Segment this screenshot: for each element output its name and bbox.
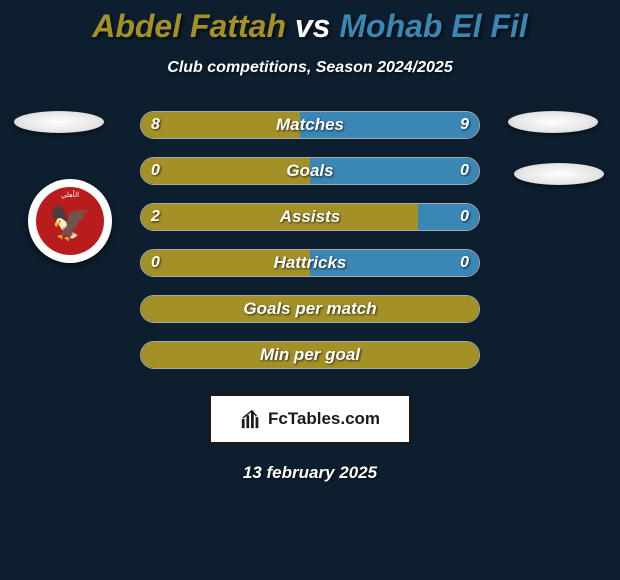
subtitle: Club competitions, Season 2024/2025 (0, 59, 620, 77)
stat-row: 00Hattricks (140, 249, 480, 277)
eagle-icon: 🦅 (49, 203, 91, 243)
stat-row: Goals per match (140, 295, 480, 323)
club-logo-left: الأهلي 🦅 (28, 179, 112, 263)
stat-row: Min per goal (140, 341, 480, 369)
stat-row: 00Goals (140, 157, 480, 185)
title: Abdel Fattah vs Mohab El Fil (0, 8, 620, 45)
stat-row: 89Matches (140, 111, 480, 139)
chart-icon (240, 408, 262, 430)
date-text: 13 february 2025 (0, 463, 620, 483)
stat-row: 20Assists (140, 203, 480, 231)
stat-label: Goals (141, 158, 479, 184)
club-logo-placeholder-right (514, 163, 604, 185)
stat-label: Assists (141, 204, 479, 230)
club-badge-text: الأهلي (36, 191, 104, 199)
stat-label: Min per goal (141, 342, 479, 368)
brand-text: FcTables.com (268, 409, 380, 429)
player1-name: Abdel Fattah (92, 8, 286, 44)
country-flag-placeholder-left (14, 111, 104, 133)
stat-label: Matches (141, 112, 479, 138)
content-area: الأهلي 🦅 89Matches 00Goals 20Assists 00Hatt… (0, 111, 620, 483)
country-flag-placeholder-right (508, 111, 598, 133)
vs-text: vs (295, 8, 331, 44)
stat-bars: 89Matches 00Goals 20Assists 00Hattricks Goal… (140, 111, 480, 369)
brand-box: FcTables.com (208, 393, 412, 445)
comparison-infographic: Abdel Fattah vs Mohab El Fil Club compet… (0, 0, 620, 483)
player2-name: Mohab El Fil (339, 8, 527, 44)
stat-label: Hattricks (141, 250, 479, 276)
stat-label: Goals per match (141, 296, 479, 322)
